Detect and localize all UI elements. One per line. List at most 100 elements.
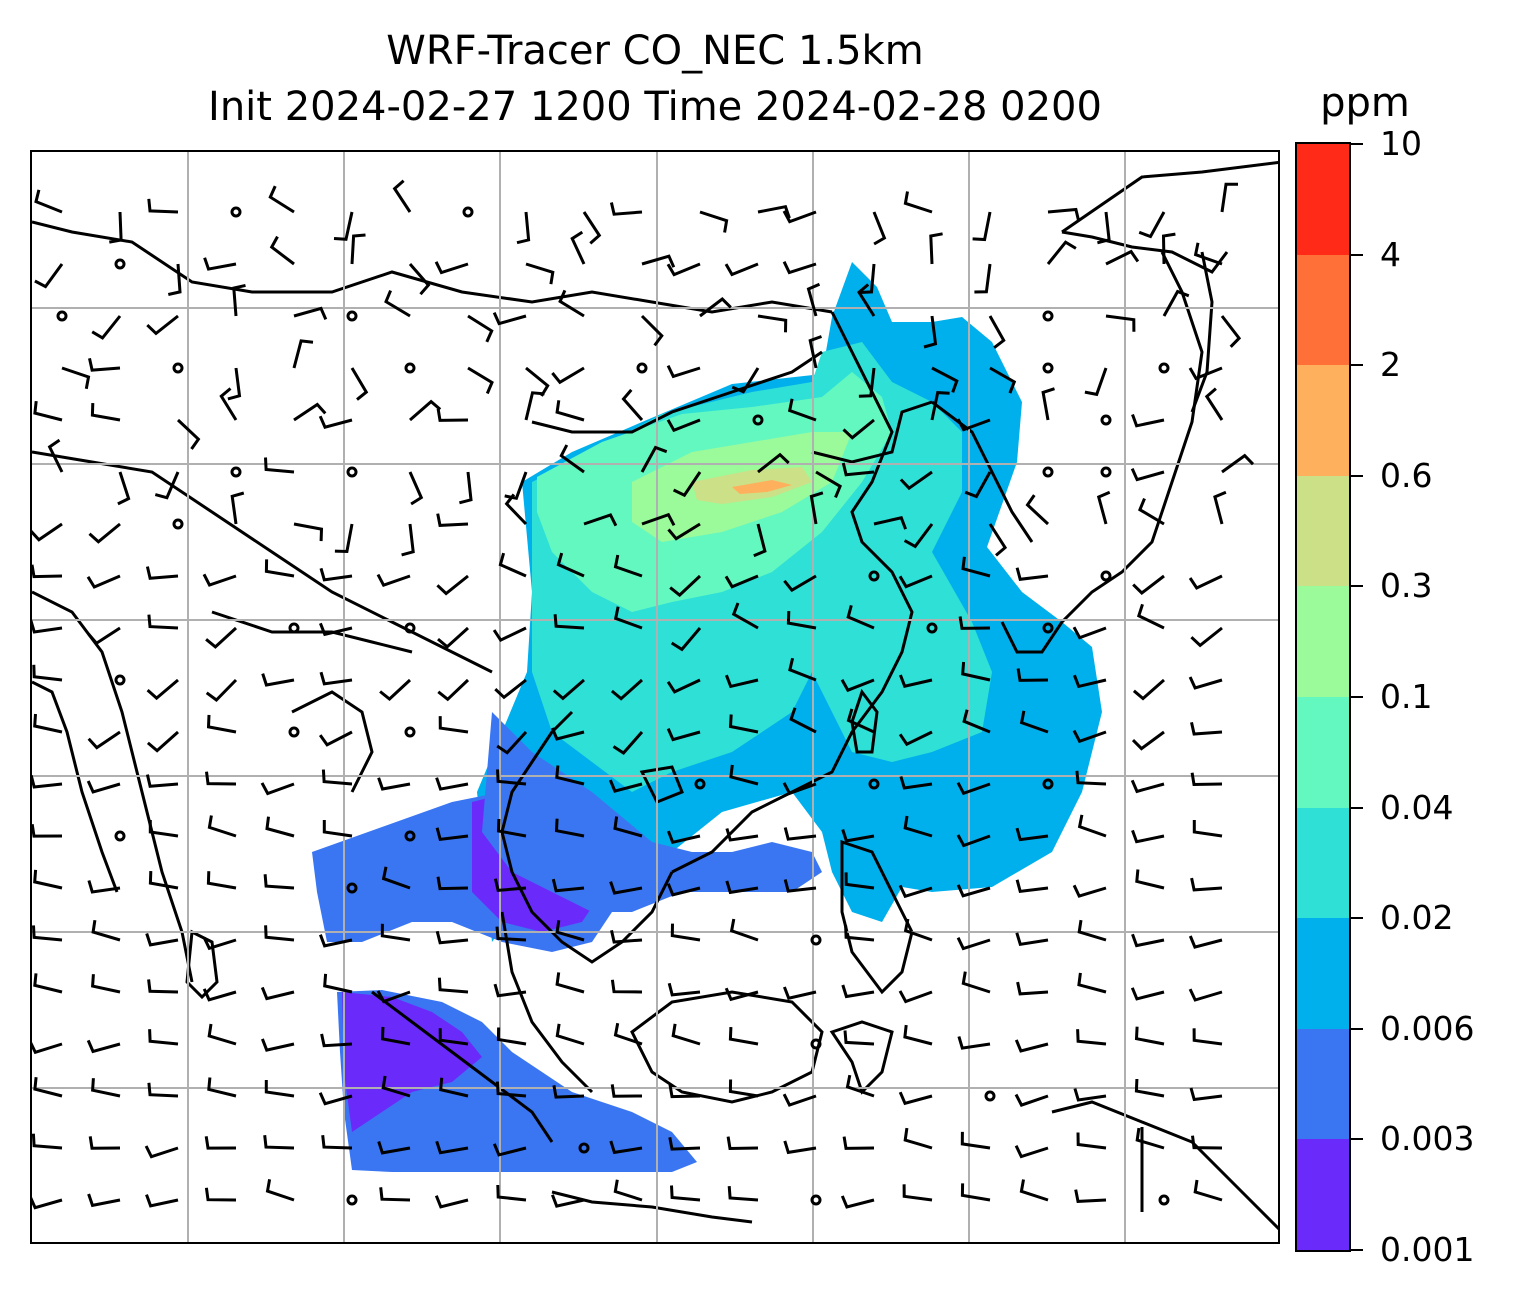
wind-barb [392,179,412,213]
wind-barb [33,1077,63,1098]
calm-wind-marker [868,778,880,790]
wind-barb [1015,932,1049,946]
wind-barb [1132,574,1165,595]
calm-wind-marker [810,934,822,946]
wind-barb [232,283,246,317]
wind-barb [380,1026,411,1046]
wind-barb [609,1140,643,1155]
wind-barb [727,1185,759,1202]
wind-barb [269,235,295,266]
wind-barb [376,573,411,588]
wind-barb [265,816,295,838]
wind-barb [495,1081,527,1098]
wind-barb [264,559,295,578]
wind-barb [323,973,353,994]
wind-barb [873,516,908,530]
wind-barb [409,399,442,422]
wind-barb [840,1195,875,1209]
wind-barb [207,815,237,838]
wind-barb [516,211,531,245]
wind-barb [859,263,876,294]
wind-barb [146,678,179,701]
wind-barb [1131,413,1165,428]
wind-barb [1105,249,1140,266]
wind-barb [319,567,353,582]
wind-barb [728,714,759,734]
wind-barb [206,871,237,890]
wind-barb [227,367,242,401]
colorbar-segment [1297,1139,1349,1250]
wind-barb [903,191,933,214]
coastline-malay-peninsula [500,911,594,1094]
wind-barb [146,730,179,753]
wind-barb [724,987,759,1002]
wind-barb [1046,240,1077,265]
wind-barb [609,202,643,216]
wind-barb [408,263,431,296]
wind-barb [493,983,527,998]
wind-barb [293,306,328,320]
calm-wind-marker [810,1038,822,1050]
wind-barb [1192,820,1223,838]
wind-barb [1188,574,1223,590]
wind-barb [265,1179,295,1202]
calm-wind-marker [1100,466,1112,478]
wind-barb [91,919,121,942]
wind-barb [1076,1132,1107,1150]
wind-barb [1084,367,1108,397]
colorbar-segment [1297,144,1349,255]
wind-barb [1076,1029,1107,1046]
calm-wind-marker [172,518,184,530]
wind-barb [145,1194,179,1208]
wind-barb [903,815,933,838]
coastline-china-east [671,311,914,874]
wind-barb [903,1024,933,1046]
wind-barb [610,678,644,701]
wind-barb [379,1187,411,1202]
wind-barb [846,605,875,630]
wind-barb [86,780,121,794]
colorbar-tick [1351,585,1363,588]
coastline-northeast-asia [1061,160,1278,234]
wind-barb [1138,211,1166,239]
calm-wind-marker [114,674,126,686]
wind-barb [1077,972,1107,994]
wind-barb [1131,730,1165,751]
calm-wind-marker [636,362,648,374]
wind-barb [436,408,469,422]
coastline-india-west [32,680,119,893]
wind-barb [787,398,817,422]
tracer-region-indochina [482,712,822,912]
wind-barb [724,574,759,589]
wind-barb [1096,490,1111,525]
calm-wind-marker [288,622,300,634]
wind-barb [32,1133,63,1150]
wind-barb [496,818,527,838]
wind-barb [292,339,314,369]
wind-barb [558,289,585,318]
wind-barb [729,918,759,942]
wind-barb [88,357,121,372]
wind-barb [788,657,817,682]
wind-barb [699,210,729,233]
coastline-himalaya-border [32,450,493,674]
wind-barb [408,471,424,506]
wind-barb [782,782,817,796]
wind-barb [1041,387,1055,421]
wind-barb [555,972,585,994]
wind-barb [610,929,643,944]
wind-barb [207,1077,237,1098]
calm-wind-marker [288,726,300,738]
wind-barb [668,1084,701,1099]
wind-barb [640,314,664,347]
wind-barbs [32,179,1255,1210]
wind-barb [145,566,179,580]
wind-barb [322,820,353,838]
wind-barb [988,523,1008,557]
wind-barb [145,933,179,947]
calm-wind-marker [984,1090,996,1102]
calm-wind-marker [1158,1194,1170,1206]
wind-barb [1072,674,1107,689]
wind-barb [608,779,643,793]
wind-barb [582,211,602,245]
